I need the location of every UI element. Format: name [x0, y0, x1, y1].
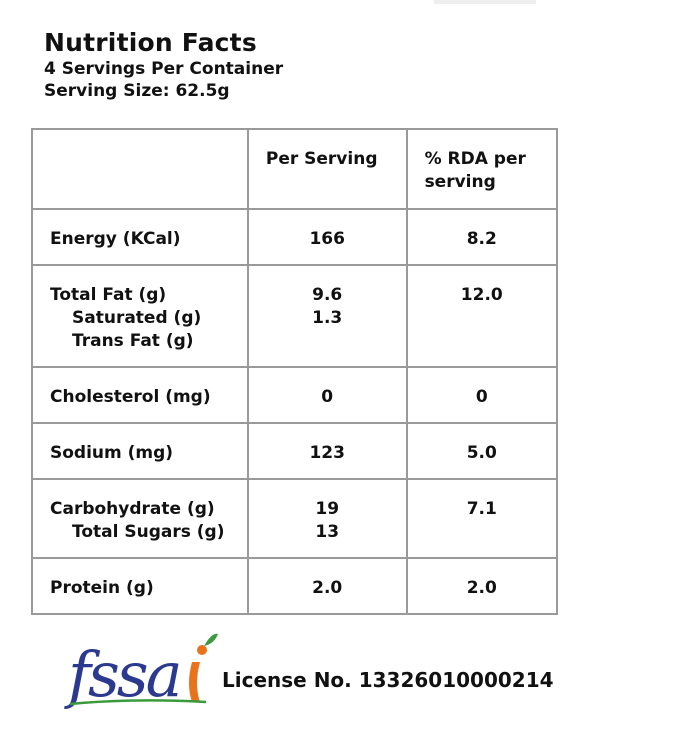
nutrition-table: Per Serving % RDA per serving Energy (KC…: [31, 128, 559, 615]
table-row: Cholesterol (mg) 0 0: [31, 366, 559, 424]
per-serving-group: 9.6 1.3: [246, 264, 408, 368]
license-number: License No. 13326010000214: [222, 668, 554, 692]
table-row: Protein (g) 2.0 2.0: [31, 557, 559, 615]
rda-value: 5.0: [405, 422, 559, 480]
nutrition-heading: Nutrition Facts 4 Servings Per Container…: [44, 28, 283, 102]
certification-footer: fssa License No. 13326010000214: [64, 628, 554, 712]
sub-nutrient-name: Total Sugars (g): [72, 522, 225, 542]
nutrient-name: Cholesterol (mg): [31, 366, 249, 424]
sub-per-serving-value: 13: [315, 522, 340, 542]
table-row: Total Fat (g) Saturated (g) Trans Fat (g…: [31, 264, 559, 368]
nutrient-group: Carbohydrate (g) Total Sugars (g): [31, 478, 249, 559]
per-serving-value: 166: [246, 208, 408, 266]
per-serving-value: 123: [246, 422, 408, 480]
serving-size: Serving Size: 62.5g: [44, 81, 230, 101]
nutrient-name: Carbohydrate (g): [50, 499, 215, 519]
svg-text:fssa: fssa: [64, 638, 180, 710]
table-row: Carbohydrate (g) Total Sugars (g) 19 13 …: [31, 478, 559, 559]
per-serving-value: 19: [315, 499, 340, 519]
nutrient-name: Protein (g): [31, 557, 249, 615]
nutrient-name: Energy (KCal): [31, 208, 249, 266]
rda-value: 8.2: [405, 208, 559, 266]
nutrient-group: Total Fat (g) Saturated (g) Trans Fat (g…: [31, 264, 249, 368]
table-header-row: Per Serving % RDA per serving: [31, 128, 559, 210]
nutrient-name: Sodium (mg): [31, 422, 249, 480]
top-divider: [434, 0, 536, 4]
per-serving-value: 2.0: [246, 557, 408, 615]
per-serving-group: 19 13: [246, 478, 408, 559]
per-serving-value: 9.6: [312, 285, 343, 305]
column-header-nutrient: [31, 128, 249, 210]
sub-per-serving-value: 1.3: [312, 308, 343, 328]
rda-value: 12.0: [405, 264, 559, 368]
table-row: Energy (KCal) 166 8.2: [31, 208, 559, 266]
column-header-rda: % RDA per serving: [405, 128, 559, 210]
rda-value: 2.0: [405, 557, 559, 615]
servings-per-container: 4 Servings Per Container: [44, 59, 284, 79]
rda-value: 7.1: [405, 478, 559, 559]
nutrient-name: Total Fat (g): [50, 285, 167, 305]
per-serving-value: 0: [246, 366, 408, 424]
column-header-per-serving: Per Serving: [246, 128, 408, 210]
sub-nutrient-name: Trans Fat (g): [72, 331, 194, 351]
fssai-logo: fssa: [64, 633, 218, 710]
sub-nutrient-name: Saturated (g): [72, 308, 202, 328]
table-row: Sodium (mg) 123 5.0: [31, 422, 559, 480]
page-title: Nutrition Facts: [44, 28, 257, 57]
rda-value: 0: [405, 366, 559, 424]
